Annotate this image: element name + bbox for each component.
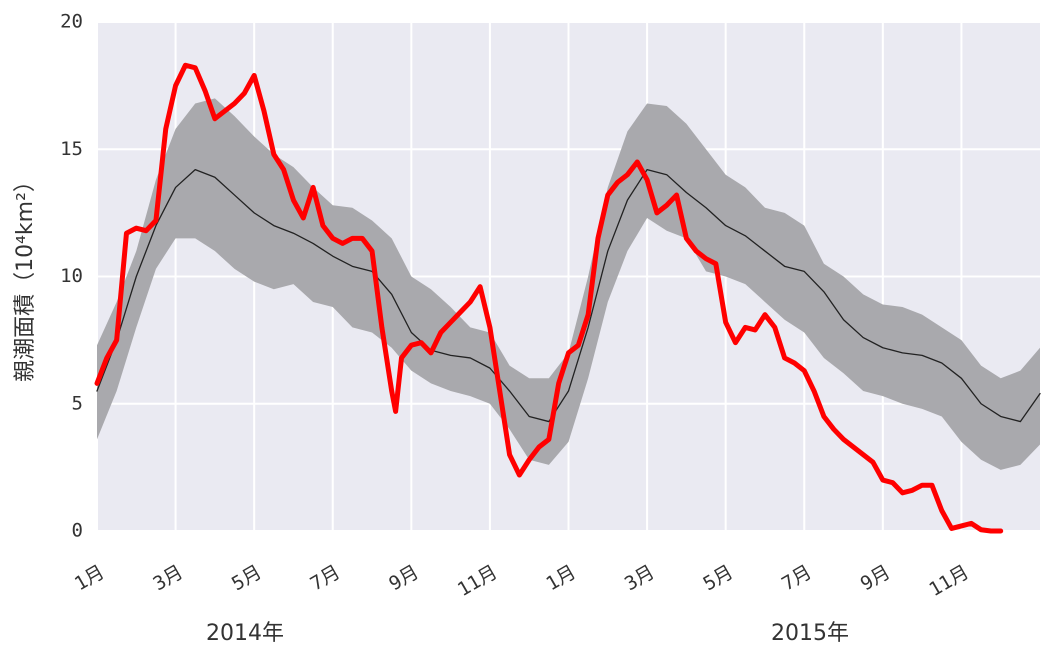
y-tick-label: 15 [60, 138, 83, 160]
y-axis-label: 親潮面積（10⁴km²） [13, 170, 38, 382]
y-tick-label: 20 [60, 11, 83, 33]
x-tick-label: 11月 [925, 561, 972, 601]
x-tick-label: 5月 [228, 561, 265, 595]
y-tick-label: 0 [72, 520, 83, 542]
x-tick-label: 1月 [542, 561, 579, 595]
x-tick-label: 3月 [149, 561, 186, 595]
line [94, 62, 1004, 534]
x-tick-label: 9月 [857, 561, 894, 595]
year-label: 2014年 [206, 621, 284, 646]
x-tick-label: 7月 [778, 561, 815, 595]
x-tick-label: 3月 [621, 561, 658, 595]
range-band [97, 98, 1040, 470]
y-tick-label: 5 [72, 392, 83, 414]
x-tick-label: 5月 [700, 561, 737, 595]
year-label: 2015年 [771, 621, 849, 646]
line [96, 168, 1041, 423]
x-tick-label: 7月 [307, 561, 344, 595]
x-tick-label: 1月 [71, 561, 108, 595]
y-tick-label: 10 [60, 265, 83, 287]
x-tick-label: 9月 [385, 561, 422, 595]
x-tick-label: 11月 [454, 561, 501, 601]
